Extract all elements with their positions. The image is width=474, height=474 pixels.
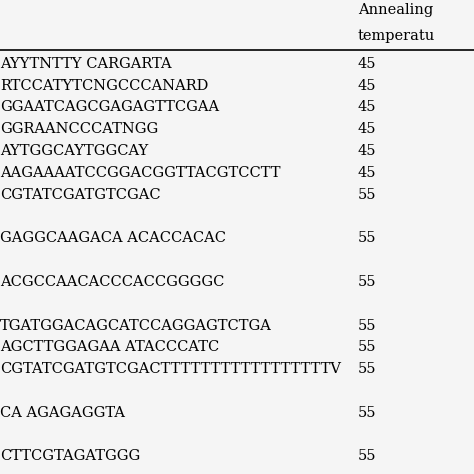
Text: 55: 55 — [358, 449, 376, 464]
Text: GGRAANCCCATNGG: GGRAANCCCATNGG — [0, 122, 158, 137]
Text: RTCCATYTCNGCCCANARD: RTCCATYTCNGCCCANARD — [0, 79, 209, 93]
Text: CA AGAGAGGTA: CA AGAGAGGTA — [0, 406, 125, 420]
Text: ACGCCAACACCCACCGGGGC: ACGCCAACACCCACCGGGGC — [0, 275, 224, 289]
Text: 45: 45 — [358, 122, 376, 137]
Text: CGTATCGATGTCGAC: CGTATCGATGTCGAC — [0, 188, 161, 202]
Text: 55: 55 — [358, 231, 376, 246]
Text: AGCTTGGAGAA ATACCCATC: AGCTTGGAGAA ATACCCATC — [0, 340, 219, 355]
Text: 55: 55 — [358, 188, 376, 202]
Text: TGATGGACAGCATCCAGGAGTCTGA: TGATGGACAGCATCCAGGAGTCTGA — [0, 319, 272, 333]
Text: 45: 45 — [358, 100, 376, 115]
Text: 55: 55 — [358, 340, 376, 355]
Text: 55: 55 — [358, 362, 376, 376]
Text: CTTCGTAGATGGG: CTTCGTAGATGGG — [0, 449, 140, 464]
Text: 45: 45 — [358, 79, 376, 93]
Text: 45: 45 — [358, 166, 376, 180]
Text: GAGGCAAGACA ACACCACAC: GAGGCAAGACA ACACCACAC — [0, 231, 226, 246]
Text: temperatu: temperatu — [358, 28, 435, 43]
Text: Annealing: Annealing — [358, 2, 433, 17]
Text: AAGAAAATCCGGACGGTTACGTCCTT: AAGAAAATCCGGACGGTTACGTCCTT — [0, 166, 281, 180]
Text: AYYTNTTY CARGARTA: AYYTNTTY CARGARTA — [0, 57, 172, 71]
Text: CGTATCGATGTCGACTTTTTTTTTTTTTTTTTV: CGTATCGATGTCGACTTTTTTTTTTTTTTTTTV — [0, 362, 341, 376]
Text: 45: 45 — [358, 144, 376, 158]
Text: 55: 55 — [358, 275, 376, 289]
Text: 45: 45 — [358, 57, 376, 71]
Text: 55: 55 — [358, 406, 376, 420]
Text: 55: 55 — [358, 319, 376, 333]
Text: AYTGGCAYTGGCAY: AYTGGCAYTGGCAY — [0, 144, 148, 158]
Text: GGAATCAGCGAGAGTTCGAA: GGAATCAGCGAGAGTTCGAA — [0, 100, 219, 115]
